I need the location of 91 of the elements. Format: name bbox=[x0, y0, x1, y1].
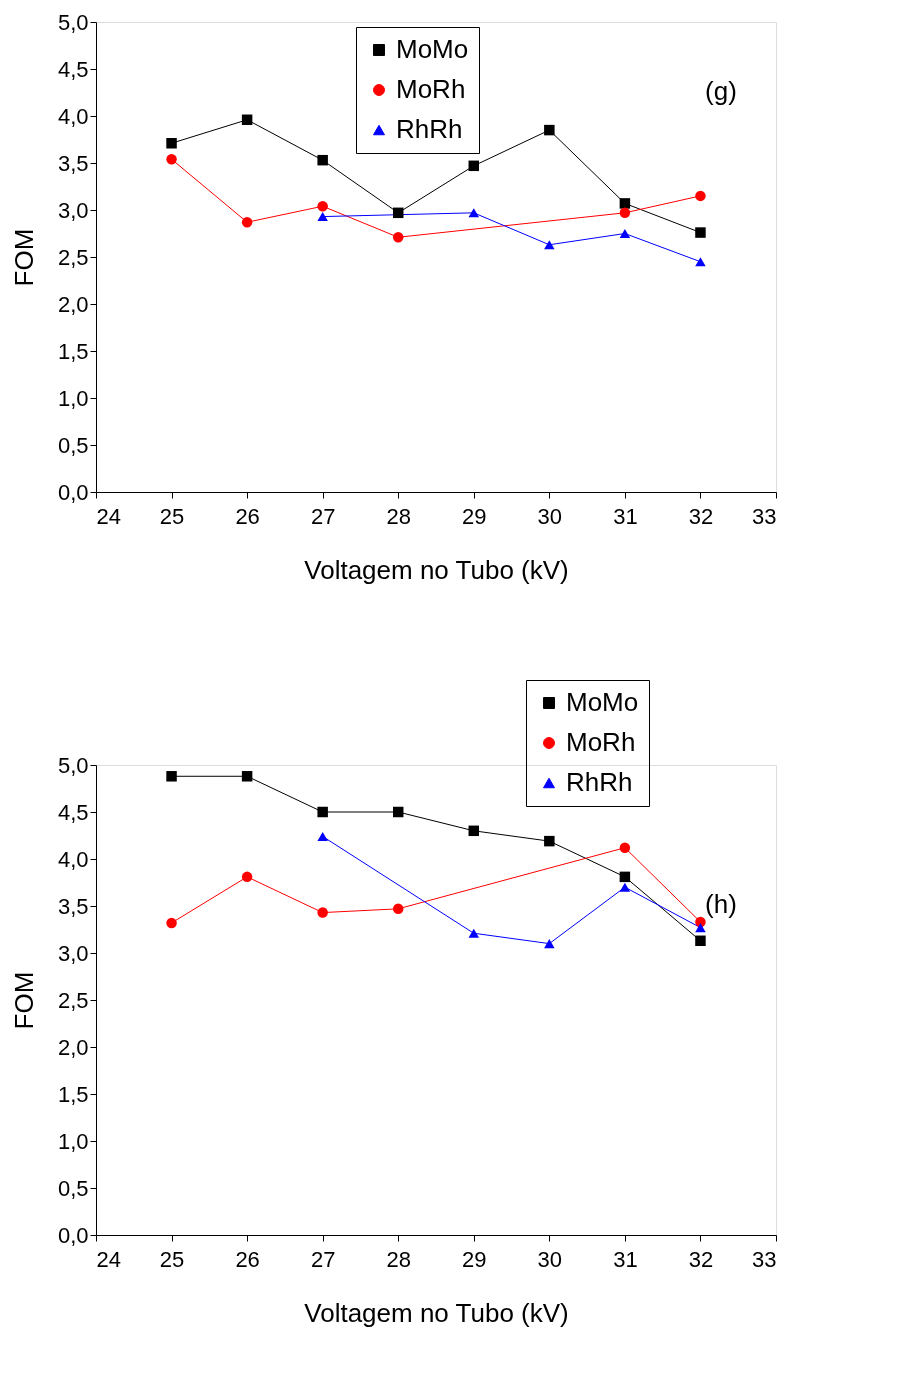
point bbox=[619, 882, 631, 892]
point bbox=[695, 935, 706, 947]
y-tick-label: 4,0 bbox=[57, 103, 89, 129]
x-tick-label: 24 bbox=[96, 1246, 121, 1272]
point bbox=[317, 806, 328, 818]
point bbox=[317, 831, 328, 841]
legend-label: RhRh bbox=[566, 767, 633, 797]
point bbox=[695, 257, 706, 267]
point bbox=[619, 842, 631, 853]
y-tick-label: 1,0 bbox=[57, 385, 89, 411]
point bbox=[544, 835, 555, 847]
y-tick-label: 2,5 bbox=[57, 244, 89, 270]
x-tick-label: 32 bbox=[688, 1246, 714, 1272]
y-tick-label: 0,5 bbox=[57, 432, 89, 458]
point bbox=[317, 201, 328, 212]
point bbox=[317, 907, 328, 918]
point bbox=[468, 928, 480, 938]
y-axis-title: FOM bbox=[8, 228, 39, 287]
point bbox=[544, 240, 555, 250]
point bbox=[241, 114, 253, 125]
y-tick-label: 5,0 bbox=[57, 9, 89, 35]
point bbox=[544, 124, 555, 136]
x-tick-label: 29 bbox=[462, 1246, 487, 1272]
x-tick-label: 28 bbox=[386, 1246, 411, 1272]
y-tick-label: 2,0 bbox=[57, 1034, 89, 1060]
x-tick-label: 30 bbox=[537, 1246, 563, 1272]
point bbox=[468, 160, 480, 172]
point bbox=[166, 771, 177, 782]
point bbox=[468, 825, 480, 837]
legend-label: RhRh bbox=[396, 114, 463, 144]
point bbox=[241, 216, 253, 228]
y-tick-label: 4,0 bbox=[57, 846, 89, 872]
x-tick-label: 30 bbox=[537, 503, 563, 529]
y-tick-label: 0,5 bbox=[57, 1175, 89, 1201]
point bbox=[166, 917, 177, 929]
y-tick-label: 2,5 bbox=[57, 987, 89, 1013]
point bbox=[392, 232, 404, 243]
x-tick-label: 25 bbox=[159, 503, 185, 529]
x-tick-label: 28 bbox=[386, 503, 411, 529]
x-tick-label: 27 bbox=[310, 503, 336, 529]
point bbox=[317, 154, 328, 166]
x-tick-label: 33 bbox=[752, 1246, 777, 1272]
x-tick-label: 26 bbox=[235, 503, 260, 529]
point bbox=[392, 207, 404, 219]
y-tick-label: 4,5 bbox=[57, 56, 89, 82]
y-tick-label: 3,5 bbox=[57, 150, 89, 176]
point bbox=[619, 228, 631, 239]
point bbox=[392, 806, 404, 818]
x-axis-title: Voltagem no Tubo (kV) bbox=[304, 1297, 569, 1328]
y-tick-label: 4,5 bbox=[57, 799, 89, 825]
y-tick-label: 3,0 bbox=[57, 197, 89, 223]
point bbox=[619, 871, 631, 883]
point bbox=[619, 198, 631, 209]
point bbox=[241, 871, 253, 883]
x-tick-label: 26 bbox=[235, 1246, 260, 1272]
point bbox=[695, 923, 706, 933]
x-tick-label: 31 bbox=[613, 1246, 638, 1272]
y-tick-label: 1,0 bbox=[57, 1128, 89, 1154]
y-tick-label: 0,0 bbox=[57, 1222, 89, 1248]
x-tick-label: 25 bbox=[159, 1246, 185, 1272]
point bbox=[317, 212, 328, 222]
legend-label: MoMo bbox=[396, 34, 469, 64]
x-tick-label: 24 bbox=[96, 503, 121, 529]
y-tick-label: 1,5 bbox=[57, 338, 89, 364]
x-tick-label: 31 bbox=[613, 503, 638, 529]
y-tick-label: 0,0 bbox=[57, 479, 89, 505]
point bbox=[468, 208, 480, 218]
y-axis-title: FOM bbox=[8, 971, 39, 1030]
point bbox=[544, 939, 555, 949]
point bbox=[695, 190, 706, 202]
annotation: (g) bbox=[705, 76, 737, 106]
annotation: (h) bbox=[705, 889, 737, 919]
x-axis-title: Voltagem no Tubo (kV) bbox=[304, 554, 569, 585]
point bbox=[392, 903, 404, 915]
y-tick-label: 2,0 bbox=[57, 291, 89, 317]
x-tick-label: 33 bbox=[752, 503, 777, 529]
point bbox=[619, 207, 631, 219]
x-tick-label: 29 bbox=[462, 503, 487, 529]
y-tick-label: 3,5 bbox=[57, 893, 89, 919]
point bbox=[166, 138, 177, 149]
point bbox=[695, 227, 706, 238]
y-tick-label: 3,0 bbox=[57, 940, 89, 966]
y-tick-label: 5,0 bbox=[57, 752, 89, 778]
point bbox=[241, 771, 253, 782]
point bbox=[166, 154, 177, 165]
legend-label: MoMo bbox=[566, 687, 639, 717]
x-tick-label: 27 bbox=[310, 1246, 336, 1272]
x-tick-label: 32 bbox=[688, 503, 714, 529]
legend-label: MoRh bbox=[566, 727, 636, 757]
y-tick-label: 1,5 bbox=[57, 1081, 89, 1107]
legend-label: MoRh bbox=[396, 74, 466, 104]
